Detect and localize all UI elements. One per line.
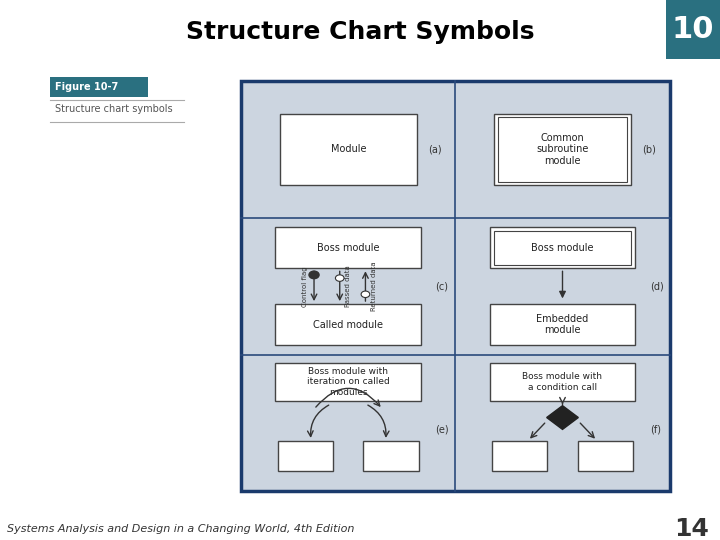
Text: (d): (d) [649,281,663,291]
FancyBboxPatch shape [492,441,547,471]
Text: (c): (c) [436,281,449,291]
Text: Figure 10-7: Figure 10-7 [55,82,118,92]
Text: 10: 10 [672,15,714,44]
FancyBboxPatch shape [666,0,720,59]
Text: Common
subroutine
module: Common subroutine module [536,133,589,166]
Text: Systems Analysis and Design in a Changing World, 4th Edition: Systems Analysis and Design in a Changin… [7,524,354,534]
FancyBboxPatch shape [50,77,148,97]
FancyBboxPatch shape [494,114,631,185]
FancyBboxPatch shape [276,304,421,345]
Text: Embedded
module: Embedded module [536,314,589,335]
Text: Module: Module [330,144,366,154]
Text: (b): (b) [642,144,656,154]
FancyBboxPatch shape [490,227,635,268]
FancyBboxPatch shape [278,441,333,471]
Circle shape [361,291,370,298]
FancyBboxPatch shape [490,363,635,401]
FancyBboxPatch shape [364,441,419,471]
Text: Boss module: Boss module [531,243,594,253]
Text: Called module: Called module [313,320,383,329]
FancyBboxPatch shape [280,114,417,185]
Text: Structure Chart Symbols: Structure Chart Symbols [186,21,534,44]
FancyBboxPatch shape [276,227,421,268]
Text: Control flag: Control flag [302,266,308,307]
FancyBboxPatch shape [490,304,635,345]
Text: (f): (f) [649,425,661,435]
Circle shape [309,271,319,279]
Text: Boss module with
iteration on called
modules: Boss module with iteration on called mod… [307,367,390,397]
FancyBboxPatch shape [241,81,670,491]
FancyBboxPatch shape [276,363,421,401]
Text: Passed data: Passed data [346,265,351,307]
Polygon shape [546,406,578,429]
Text: Boss module with
a condition call: Boss module with a condition call [523,372,603,391]
FancyBboxPatch shape [577,441,633,471]
Circle shape [336,275,344,281]
Text: 14: 14 [675,517,709,540]
Text: Structure chart symbols: Structure chart symbols [55,104,172,114]
Text: (a): (a) [428,144,441,154]
Text: Returned data: Returned data [371,261,377,311]
Text: (e): (e) [436,425,449,435]
Text: Boss module: Boss module [317,243,379,253]
